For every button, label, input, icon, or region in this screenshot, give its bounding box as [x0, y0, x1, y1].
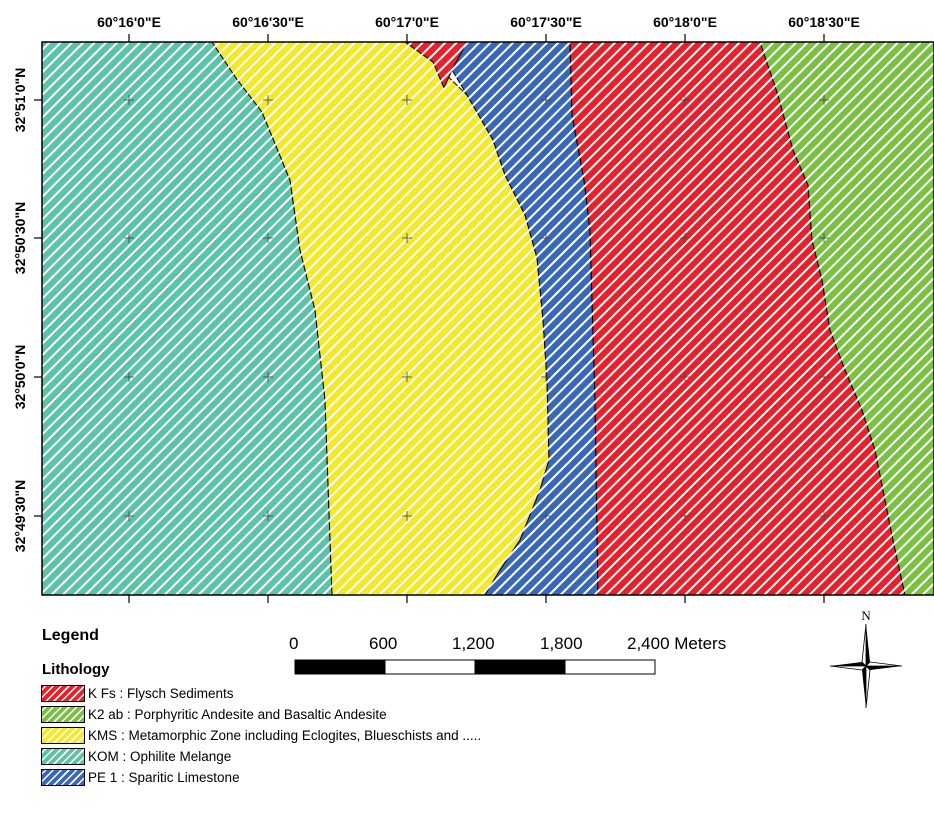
- legend-swatch: [41, 685, 85, 702]
- scale-segment: [564, 659, 656, 675]
- latitude-labels: 32°51'0"N 32°50'30"N 32°50'0"N 32°49'30"…: [12, 68, 28, 553]
- lon-label: 60°16'30"E: [232, 14, 304, 30]
- map-frame: [41, 41, 934, 596]
- north-arrow-needle: [829, 665, 867, 671]
- north-arrow-needle: [865, 661, 903, 667]
- north-arrow-needle: [830, 662, 866, 666]
- lat-label: 32°49'30"N: [12, 480, 28, 552]
- longitude-labels: 60°16'0"E 60°16'30"E 60°17'0"E 60°17'30"…: [97, 14, 860, 30]
- scale-label: 1,200: [452, 634, 495, 653]
- north-arrow-needle: [862, 666, 866, 708]
- lon-label: 60°18'0"E: [653, 14, 717, 30]
- scale-segment: [474, 659, 566, 675]
- scale-label: 2,400 Meters: [627, 634, 727, 653]
- lat-label: 32°50'30"N: [12, 202, 28, 274]
- scale-label: 0: [289, 634, 299, 653]
- scale-label: 600: [369, 634, 398, 653]
- north-arrow-needle: [865, 665, 871, 709]
- lon-label: 60°16'0"E: [97, 14, 161, 30]
- north-arrow-needle: [866, 624, 870, 666]
- legend-title: Legend: [42, 627, 99, 644]
- north-arrow-needle: [866, 666, 902, 670]
- lon-label: 60°17'30"E: [510, 14, 582, 30]
- legend-swatch: [41, 727, 85, 744]
- hatch-overlay: [42, 42, 934, 595]
- legend-label: KMS : Metamorphic Zone including Eclogit…: [88, 728, 482, 743]
- lon-label: 60°18'30"E: [788, 14, 860, 30]
- legend-item-k2ab: K2 ab : Porphyritic Andesite and Basalti…: [41, 704, 481, 725]
- north-arrow-needle: [861, 623, 867, 667]
- legend-swatch: [41, 769, 85, 786]
- scale-bar: [294, 659, 656, 675]
- legend-item-pe1: PE 1 : Sparitic Limestone: [41, 767, 481, 788]
- legend-item-kfs: K Fs : Flysch Sediments: [41, 683, 481, 704]
- legend-label: K2 ab : Porphyritic Andesite and Basalti…: [88, 707, 387, 722]
- legend-swatch: [41, 748, 85, 765]
- scale-segment: [384, 659, 476, 675]
- lon-label: 60°17'0"E: [375, 14, 439, 30]
- legend-item-kom: KOM : Ophilite Melange: [41, 746, 481, 767]
- north-arrow: N: [829, 608, 903, 709]
- scale-segment: [294, 659, 386, 675]
- legend-swatch: [41, 706, 85, 723]
- legend-label: KOM : Ophilite Melange: [88, 749, 232, 764]
- frame-ticks: [34, 34, 825, 603]
- legend-subtitle: Lithology: [42, 661, 110, 678]
- graticule-crosses: [124, 95, 829, 521]
- legend-label: PE 1 : Sparitic Limestone: [88, 770, 240, 785]
- legend-item-kms: KMS : Metamorphic Zone including Eclogit…: [41, 725, 482, 746]
- lat-label: 32°50'0"N: [12, 345, 28, 410]
- north-arrow-label: N: [861, 608, 871, 623]
- scale-label: 1,800: [540, 634, 583, 653]
- lat-label: 32°51'0"N: [12, 68, 28, 133]
- legend-list: K Fs : Flysch Sediments K2 ab : Porphyri…: [41, 683, 482, 788]
- legend-label: K Fs : Flysch Sediments: [88, 686, 234, 701]
